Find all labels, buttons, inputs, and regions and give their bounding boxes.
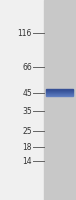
Bar (46, 91, 73, 92)
Text: 14: 14 (22, 156, 32, 166)
Text: 45: 45 (22, 88, 32, 98)
Bar (0, 0, 44, 200)
Bar (46, 94, 73, 95)
Bar (46, 95, 73, 96)
Bar (44, 0, 76, 200)
Text: 35: 35 (22, 107, 32, 116)
Bar (46, 89, 73, 90)
Bar (46, 92, 73, 93)
Bar (46, 90, 73, 91)
Text: 66: 66 (22, 62, 32, 72)
Text: 18: 18 (22, 142, 32, 152)
Bar (46, 93, 73, 94)
Text: 116: 116 (18, 28, 32, 38)
Text: 25: 25 (22, 127, 32, 136)
